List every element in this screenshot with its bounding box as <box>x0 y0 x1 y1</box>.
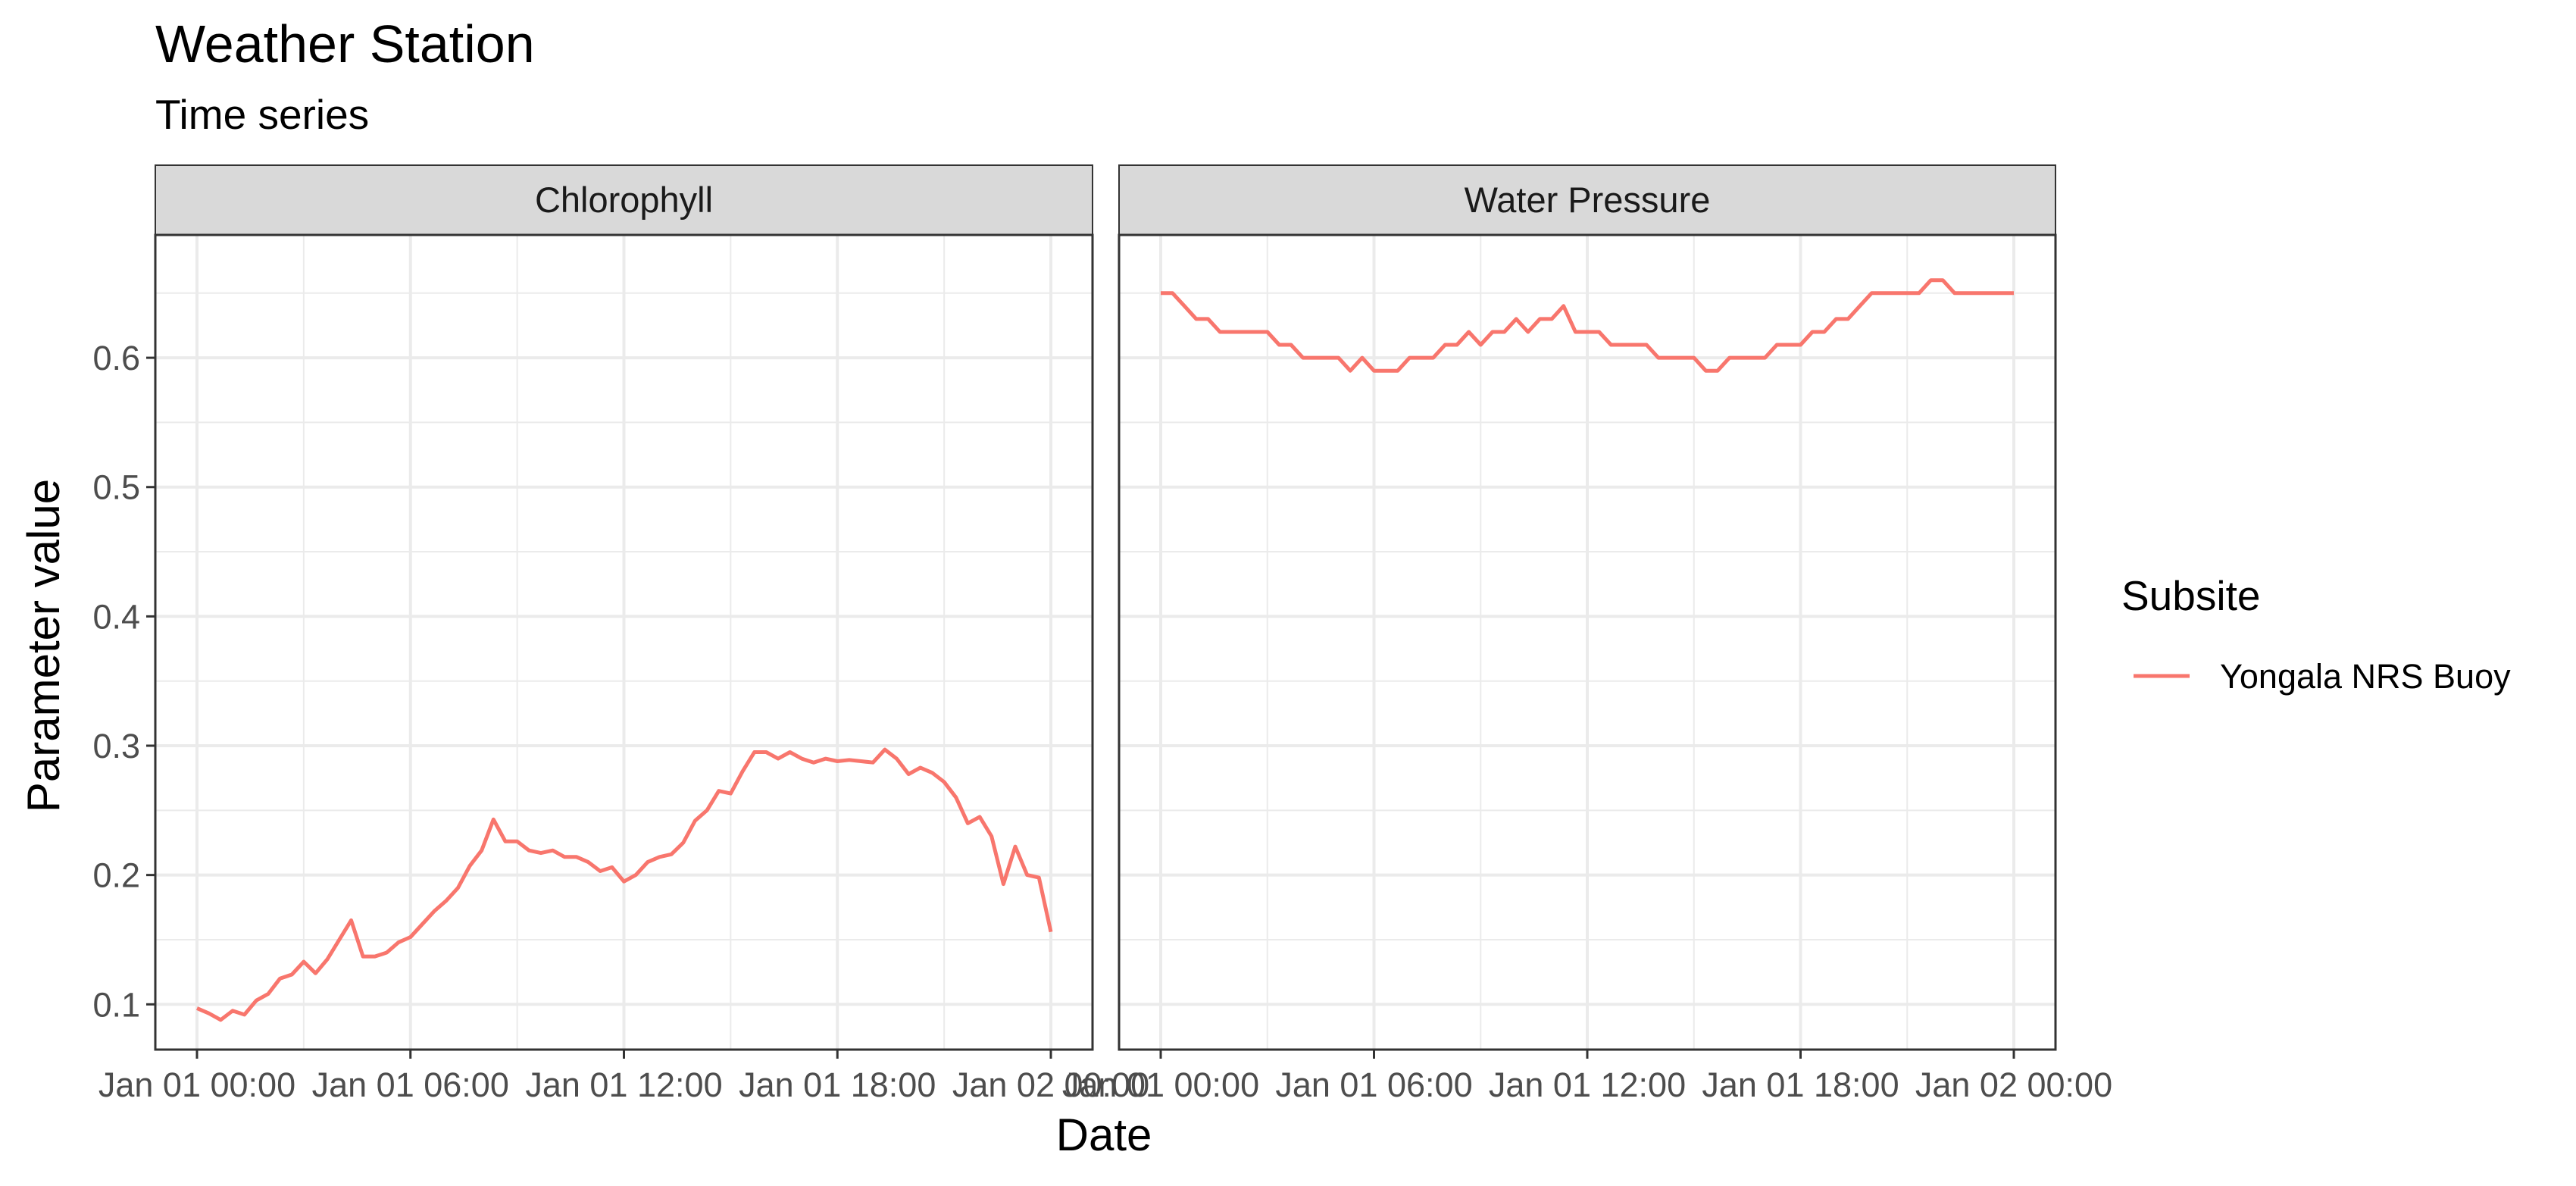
facet-panel-1: Water Pressure Jan 01 00:00 Jan 01 06:00 Ja… <box>1062 164 2112 1104</box>
y-tick-label: 0.2 <box>92 856 140 895</box>
y-tick-label: 0.5 <box>92 468 140 507</box>
legend: Subsite Yongala NRS Buoy <box>2121 572 2511 696</box>
y-tick-label: 0.3 <box>92 727 140 765</box>
x-tick-label: Jan 01 06:00 <box>312 1066 509 1104</box>
series-line-yongala-nrs-buoy <box>196 747 1053 1022</box>
y-tick-label: 0.1 <box>92 985 140 1024</box>
x-tick-label: Jan 01 12:00 <box>1489 1066 1686 1104</box>
facet-strip-label: Chlorophyll <box>535 180 713 220</box>
facet-panel-0: Chlorophyll Jan 01 00:00 Jan 01 06:00 Jan 0… <box>98 164 1149 1104</box>
x-tick-label: Jan 01 12:00 <box>525 1066 722 1104</box>
panels-group: Chlorophyll Jan 01 00:00 Jan 01 06:00 Jan 0… <box>98 164 2112 1104</box>
y-axis: 0.1 0.2 0.3 0.4 0.5 0.6 <box>92 339 155 1024</box>
facet-strip-label: Water Pressure <box>1465 180 1711 220</box>
x-tick-label: Jan 01 18:00 <box>1702 1066 1899 1104</box>
x-tick-label: Jan 01 18:00 <box>739 1066 936 1104</box>
y-tick-label: 0.4 <box>92 597 140 636</box>
x-axis-title: Date <box>1056 1109 1152 1160</box>
facet-strip <box>155 164 1093 236</box>
legend-title: Subsite <box>2121 572 2260 619</box>
x-tick-label: Jan 01 00:00 <box>1062 1066 1259 1104</box>
facet-strip <box>1118 164 2056 236</box>
x-tick-label: Jan 02 00:00 <box>1915 1066 2112 1104</box>
x-tick-label: Jan 02 00:00 <box>952 1066 1149 1104</box>
x-tick-label: Jan 01 00:00 <box>98 1066 295 1104</box>
y-tick-label: 0.6 <box>92 339 140 377</box>
chart-subtitle: Time series <box>155 91 369 138</box>
y-axis-title: Parameter value <box>18 479 69 812</box>
series-line-yongala-nrs-buoy <box>1161 278 2014 373</box>
legend-entry-label: Yongala NRS Buoy <box>2220 657 2511 696</box>
chart-title: Weather Station <box>155 14 535 74</box>
x-tick-label: Jan 01 06:00 <box>1275 1066 1472 1104</box>
